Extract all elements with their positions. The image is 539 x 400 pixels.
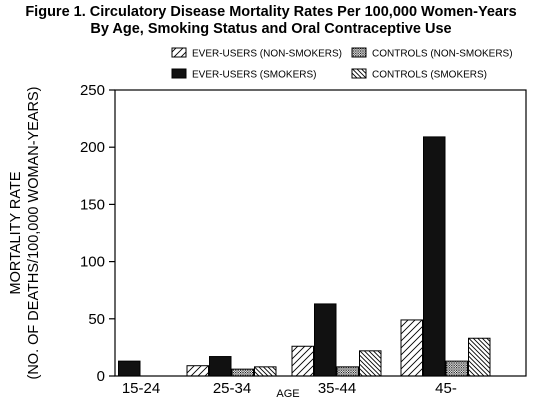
y-tick-label: 250 xyxy=(80,82,105,99)
y-tick-label: 200 xyxy=(80,139,105,156)
legend-swatch xyxy=(351,47,367,58)
y-tick-label: 50 xyxy=(88,311,105,328)
bar-15-24-series-2 xyxy=(118,360,141,377)
legend: EVER-USERS (NON-SMOKERS) EVER-USERS (SMOK… xyxy=(171,47,513,81)
x-tick-label: 25-34 xyxy=(213,380,251,397)
chart-title: Figure 1. Circulatory Disease Mortality … xyxy=(6,4,536,38)
bar-25-34-series-4 xyxy=(254,366,277,377)
bar-35-44-series-3 xyxy=(336,366,359,377)
x-axis-title: AGE xyxy=(276,388,299,400)
bar-45--series-2 xyxy=(423,136,446,377)
x-tick-label: 45- xyxy=(435,380,457,397)
bar-25-34-series-2 xyxy=(209,356,232,377)
legend-swatch xyxy=(171,68,187,79)
y-tick-label: 100 xyxy=(80,254,105,271)
x-axis: 15-24 25-34 35-44 45- xyxy=(122,380,457,397)
y-tick-label: 0 xyxy=(97,368,105,385)
bar-45--series-1 xyxy=(400,319,423,377)
y-tick-label: 150 xyxy=(80,196,105,213)
legend-label: EVER-USERS (NON-SMOKERS) xyxy=(192,49,342,60)
chart-title-line2: By Age, Smoking Status and Oral Contrace… xyxy=(90,21,452,37)
y-axis-title-line2: (NO. OF DEATHS/100,000 WOMAN-YEARS) xyxy=(26,86,42,379)
bar-45--series-3 xyxy=(445,360,468,377)
x-tick-label: 15-24 xyxy=(122,380,160,397)
chart-title-line1: Figure 1. Circulatory Disease Mortality … xyxy=(25,4,517,20)
bar-25-34-series-1 xyxy=(186,365,209,377)
x-tick-label: 35-44 xyxy=(318,380,356,397)
plot-frame xyxy=(114,89,527,377)
bar-45--series-4 xyxy=(468,337,491,377)
bar-25-34-series-3 xyxy=(231,368,254,377)
legend-label: EVER-USERS (SMOKERS) xyxy=(192,70,316,81)
legend-swatch xyxy=(351,68,367,79)
bar-35-44-series-2 xyxy=(314,303,337,377)
y-axis: 0 50 100 150 200 250 xyxy=(80,82,115,385)
legend-label: CONTROLS (SMOKERS) xyxy=(372,70,487,81)
y-axis-title: MORTALITY RATE (NO. OF DEATHS/100,000 WO… xyxy=(8,86,42,379)
legend-swatch xyxy=(171,47,187,58)
bars xyxy=(118,136,491,377)
bar-35-44-series-4 xyxy=(359,350,382,377)
legend-label: CONTROLS (NON-SMOKERS) xyxy=(372,49,513,60)
bar-35-44-series-1 xyxy=(291,345,314,377)
y-axis-title-line1: MORTALITY RATE xyxy=(8,171,24,294)
